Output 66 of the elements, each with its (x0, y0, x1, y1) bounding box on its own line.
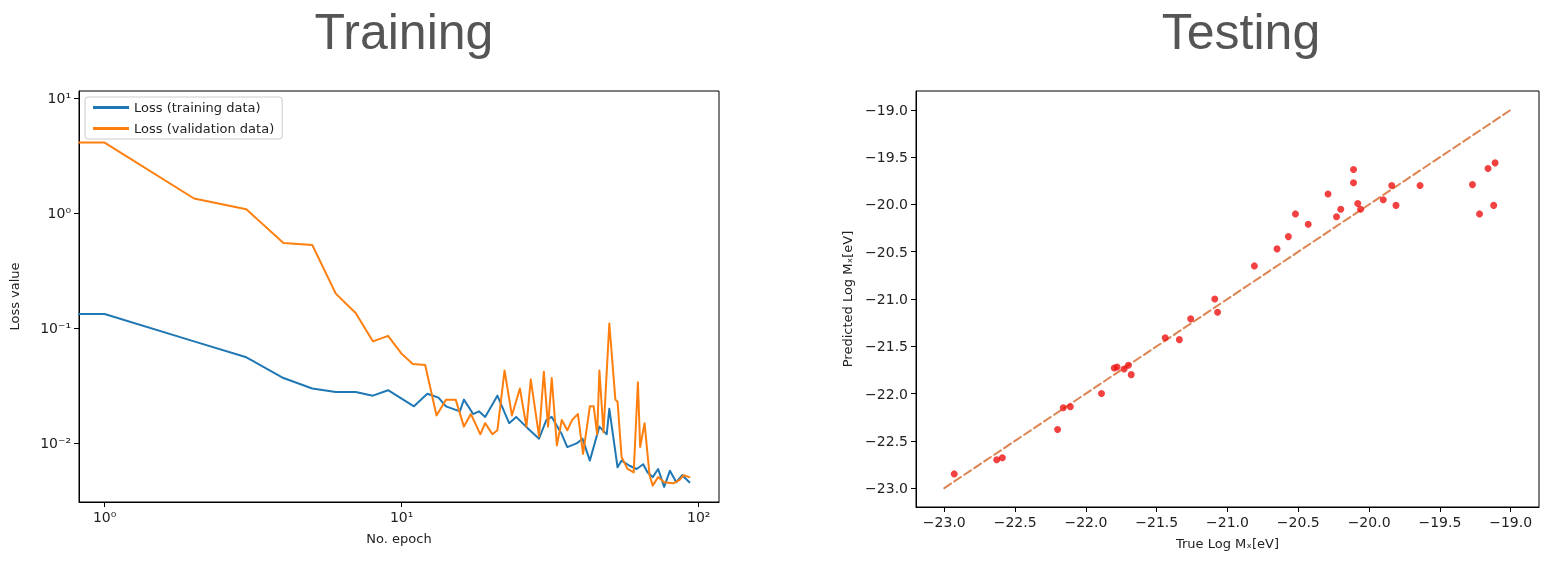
y-tick-label: −21.5 (865, 338, 908, 355)
x-tick-label: −23.0 (922, 514, 966, 530)
point (1161, 334, 1169, 342)
y-tick-label: −22.5 (865, 432, 908, 449)
x-tick-label: −21.5 (1135, 514, 1179, 530)
x-axis-title: True Log Mₓ[eV] (1174, 536, 1280, 551)
point (1304, 220, 1312, 228)
point (1187, 315, 1195, 323)
point (1214, 308, 1222, 316)
point (1124, 361, 1132, 369)
point (950, 470, 958, 478)
x-tick-label: −22.0 (1064, 514, 1108, 530)
x-tick-label: −20.0 (1347, 514, 1391, 530)
y-tick-label: −20.0 (865, 196, 908, 213)
x-axis-title: No. epoch (366, 531, 432, 546)
point (1468, 181, 1476, 189)
point (1059, 404, 1067, 412)
point (1175, 336, 1183, 344)
y-tick-label: −22.0 (865, 385, 908, 402)
y-tick-label: −19.5 (865, 149, 908, 166)
point (1476, 210, 1484, 218)
point (1379, 196, 1387, 204)
point (1054, 425, 1062, 433)
chart-title: Testing (1161, 4, 1321, 60)
point (1491, 159, 1499, 167)
point (993, 456, 1001, 464)
point (1490, 201, 1498, 209)
x-tick-label: 10¹ (389, 509, 414, 525)
y-tick-label: −21.0 (865, 291, 908, 307)
point (1350, 179, 1358, 187)
y-axis-title: Predicted Log Mₓ[eV] (840, 230, 856, 368)
x-tick-label: −19.0 (1489, 514, 1533, 530)
point (1337, 205, 1345, 213)
point (998, 454, 1006, 462)
point (1484, 165, 1492, 173)
legend-label: Loss (validation data) (134, 121, 275, 136)
point (1250, 262, 1258, 270)
y-tick-label: 10⁻¹ (40, 320, 71, 337)
y-tick-label: −19.0 (865, 101, 908, 118)
x-tick-label: −19.5 (1418, 514, 1462, 530)
point (1284, 233, 1292, 241)
point (1333, 213, 1341, 221)
chart-title: Training (314, 4, 494, 60)
y-tick-label: 10⁻² (40, 435, 71, 452)
y-tick-label: −23.0 (865, 480, 908, 497)
point (1211, 295, 1219, 303)
y-tick-label: 10¹ (47, 89, 71, 106)
legend-label: Loss (training data) (134, 100, 261, 115)
point (1392, 201, 1400, 209)
y-tick-label: −20.5 (865, 243, 908, 260)
x-tick-label: −22.5 (993, 514, 1037, 530)
point (1097, 390, 1105, 398)
x-tick-label: −21.0 (1206, 514, 1249, 530)
y-tick-label: 10⁰ (47, 205, 72, 222)
y-axis-title: Loss value (7, 262, 22, 331)
point (1388, 182, 1396, 190)
point (1357, 205, 1365, 213)
x-tick-label: 10⁰ (92, 509, 117, 525)
point (1416, 182, 1424, 190)
x-tick-label: −20.5 (1276, 514, 1320, 530)
point (1350, 165, 1358, 173)
x-tick-label: 10² (687, 509, 711, 525)
point (1127, 371, 1135, 379)
point (1291, 210, 1299, 218)
point (1066, 403, 1074, 411)
point (1354, 200, 1362, 208)
